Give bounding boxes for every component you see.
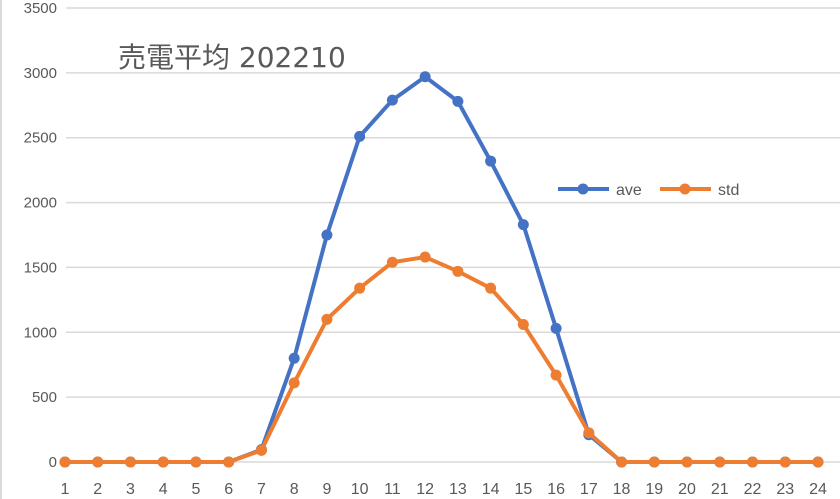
x-tick-label: 17 xyxy=(580,481,598,498)
x-tick-label: 16 xyxy=(547,481,565,498)
data-point-marker xyxy=(419,251,431,263)
x-tick-label: 8 xyxy=(290,481,299,498)
data-point-marker xyxy=(190,456,202,468)
data-point-marker xyxy=(583,427,595,439)
data-point-marker xyxy=(779,456,791,468)
y-tick-label: 1000 xyxy=(24,324,57,341)
x-tick-label: 5 xyxy=(192,481,201,498)
legend: ave std xyxy=(558,182,739,199)
data-point-marker xyxy=(223,456,235,468)
data-point-marker xyxy=(648,456,660,468)
legend-marker-icon xyxy=(577,183,589,195)
x-tick-label: 19 xyxy=(645,481,663,498)
data-point-marker xyxy=(386,256,398,268)
x-tick-label: 21 xyxy=(711,481,729,498)
x-tick-label: 7 xyxy=(257,481,266,498)
data-point-marker xyxy=(485,282,497,294)
data-point-marker xyxy=(812,456,824,468)
series-line xyxy=(65,74,818,464)
x-tick-label: 1 xyxy=(61,481,70,498)
data-point-marker xyxy=(354,282,366,294)
x-tick-label: 15 xyxy=(514,481,532,498)
y-axis-ticks: 0 500 1000 1500 2000 2500 3000 3500 xyxy=(24,0,57,471)
x-tick-label: 3 xyxy=(126,481,135,498)
data-point-marker xyxy=(681,456,693,468)
data-point-marker xyxy=(747,456,759,468)
chart-left-border xyxy=(0,0,2,499)
x-tick-label: 6 xyxy=(224,481,233,498)
data-point-marker xyxy=(321,313,333,325)
x-tick-label: 20 xyxy=(678,481,696,498)
x-tick-label: 4 xyxy=(159,481,168,498)
data-point-marker xyxy=(255,444,267,456)
data-point-marker xyxy=(616,456,628,468)
legend-label: ave xyxy=(616,182,642,199)
y-tick-label: 2000 xyxy=(24,195,57,212)
gridlines xyxy=(66,7,840,463)
x-tick-label: 13 xyxy=(449,481,467,498)
data-point-marker xyxy=(550,369,562,381)
data-point-marker xyxy=(157,456,169,468)
y-tick-label: 1500 xyxy=(24,259,57,276)
series-std xyxy=(59,251,824,468)
data-point-marker xyxy=(288,377,300,389)
data-point-marker xyxy=(321,229,333,241)
data-point-marker xyxy=(59,456,71,468)
legend-item-ave: ave xyxy=(558,182,642,199)
data-point-marker xyxy=(354,130,366,142)
data-point-marker xyxy=(452,265,464,277)
x-tick-label: 9 xyxy=(322,481,331,498)
x-tick-label: 10 xyxy=(351,481,369,498)
series-lines xyxy=(59,71,824,468)
y-tick-label: 2500 xyxy=(24,130,57,147)
data-point-marker xyxy=(452,95,464,107)
data-point-marker xyxy=(550,322,562,334)
series-ave xyxy=(59,71,824,468)
x-tick-label: 24 xyxy=(809,481,827,498)
data-point-marker xyxy=(92,456,104,468)
data-point-marker xyxy=(485,155,497,167)
x-tick-label: 14 xyxy=(482,481,500,498)
data-point-marker xyxy=(386,94,398,106)
x-tick-label: 23 xyxy=(776,481,794,498)
data-point-marker xyxy=(419,71,431,83)
series-line xyxy=(65,255,818,464)
x-tick-label: 18 xyxy=(613,481,631,498)
data-point-marker xyxy=(288,352,300,364)
y-tick-label: 3000 xyxy=(24,65,57,82)
x-tick-label: 22 xyxy=(744,481,762,498)
data-point-marker xyxy=(124,456,136,468)
data-point-marker xyxy=(517,219,529,231)
legend-marker-icon xyxy=(679,183,691,195)
legend-label: std xyxy=(718,182,739,199)
y-tick-label: 500 xyxy=(32,389,57,406)
y-tick-label: 3500 xyxy=(24,0,57,17)
x-tick-label: 2 xyxy=(93,481,102,498)
chart-title: 売電平均 202210 xyxy=(118,41,346,74)
y-tick-label: 0 xyxy=(49,454,57,471)
x-tick-label: 11 xyxy=(384,481,401,498)
legend-item-std: std xyxy=(660,182,739,199)
data-point-marker xyxy=(517,319,529,331)
data-point-marker xyxy=(714,456,726,468)
x-axis-ticks: 1 2 3 4 5 6 7 8 9 10 11 12 13 14 15 16 17 18 19 20 21 22 23 24 xyxy=(61,481,827,498)
x-tick-label: 12 xyxy=(416,481,434,498)
